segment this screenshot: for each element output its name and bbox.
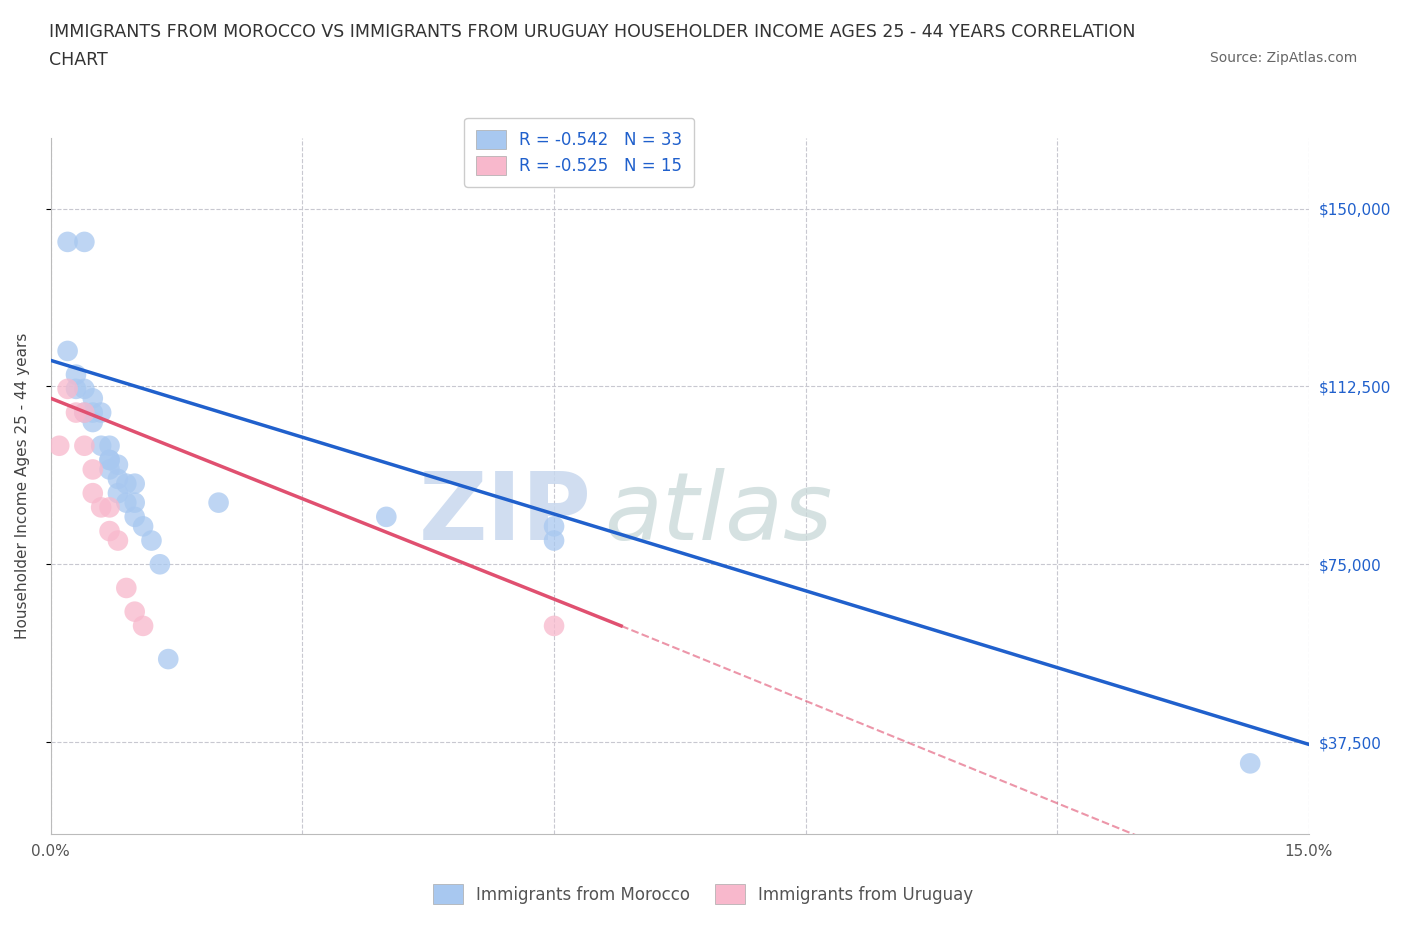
Point <box>65 367 87 382</box>
Point <box>124 604 146 619</box>
Point <box>48 438 70 453</box>
Point <box>90 438 112 453</box>
Point <box>82 405 104 420</box>
Point <box>98 500 121 515</box>
Point <box>375 510 398 525</box>
Point <box>107 533 129 548</box>
Point <box>98 462 121 477</box>
Point <box>82 415 104 430</box>
Point <box>543 618 565 633</box>
Point <box>98 453 121 468</box>
Point <box>149 557 172 572</box>
Point <box>98 453 121 468</box>
Point <box>124 495 146 510</box>
Point <box>157 652 180 667</box>
Legend: Immigrants from Morocco, Immigrants from Uruguay: Immigrants from Morocco, Immigrants from… <box>419 871 987 917</box>
Point <box>132 618 155 633</box>
Point <box>98 438 121 453</box>
Point <box>65 381 87 396</box>
Point <box>82 462 104 477</box>
Point <box>207 495 229 510</box>
Point <box>141 533 163 548</box>
Text: ZIP: ZIP <box>419 468 592 560</box>
Point <box>115 580 138 595</box>
Point <box>90 405 112 420</box>
Point <box>73 405 96 420</box>
Text: CHART: CHART <box>49 51 108 69</box>
Point <box>73 381 96 396</box>
Point <box>107 485 129 500</box>
Point <box>132 519 155 534</box>
Text: atlas: atlas <box>605 469 832 560</box>
Point <box>1239 756 1261 771</box>
Point <box>115 476 138 491</box>
Text: IMMIGRANTS FROM MOROCCO VS IMMIGRANTS FROM URUGUAY HOUSEHOLDER INCOME AGES 25 - : IMMIGRANTS FROM MOROCCO VS IMMIGRANTS FR… <box>49 23 1136 41</box>
Point <box>73 234 96 249</box>
Legend: R = -0.542   N = 33, R = -0.525   N = 15: R = -0.542 N = 33, R = -0.525 N = 15 <box>464 118 695 187</box>
Point <box>543 519 565 534</box>
Point <box>90 500 112 515</box>
Point <box>115 495 138 510</box>
Point <box>56 234 79 249</box>
Point <box>107 472 129 486</box>
Point <box>73 438 96 453</box>
Point <box>107 458 129 472</box>
Point <box>124 476 146 491</box>
Point <box>82 485 104 500</box>
Y-axis label: Householder Income Ages 25 - 44 years: Householder Income Ages 25 - 44 years <box>15 333 30 639</box>
Text: Source: ZipAtlas.com: Source: ZipAtlas.com <box>1209 51 1357 65</box>
Point <box>124 510 146 525</box>
Point <box>82 391 104 405</box>
Point <box>56 343 79 358</box>
Point <box>543 533 565 548</box>
Point <box>56 381 79 396</box>
Point <box>73 405 96 420</box>
Point <box>65 405 87 420</box>
Point <box>98 524 121 538</box>
